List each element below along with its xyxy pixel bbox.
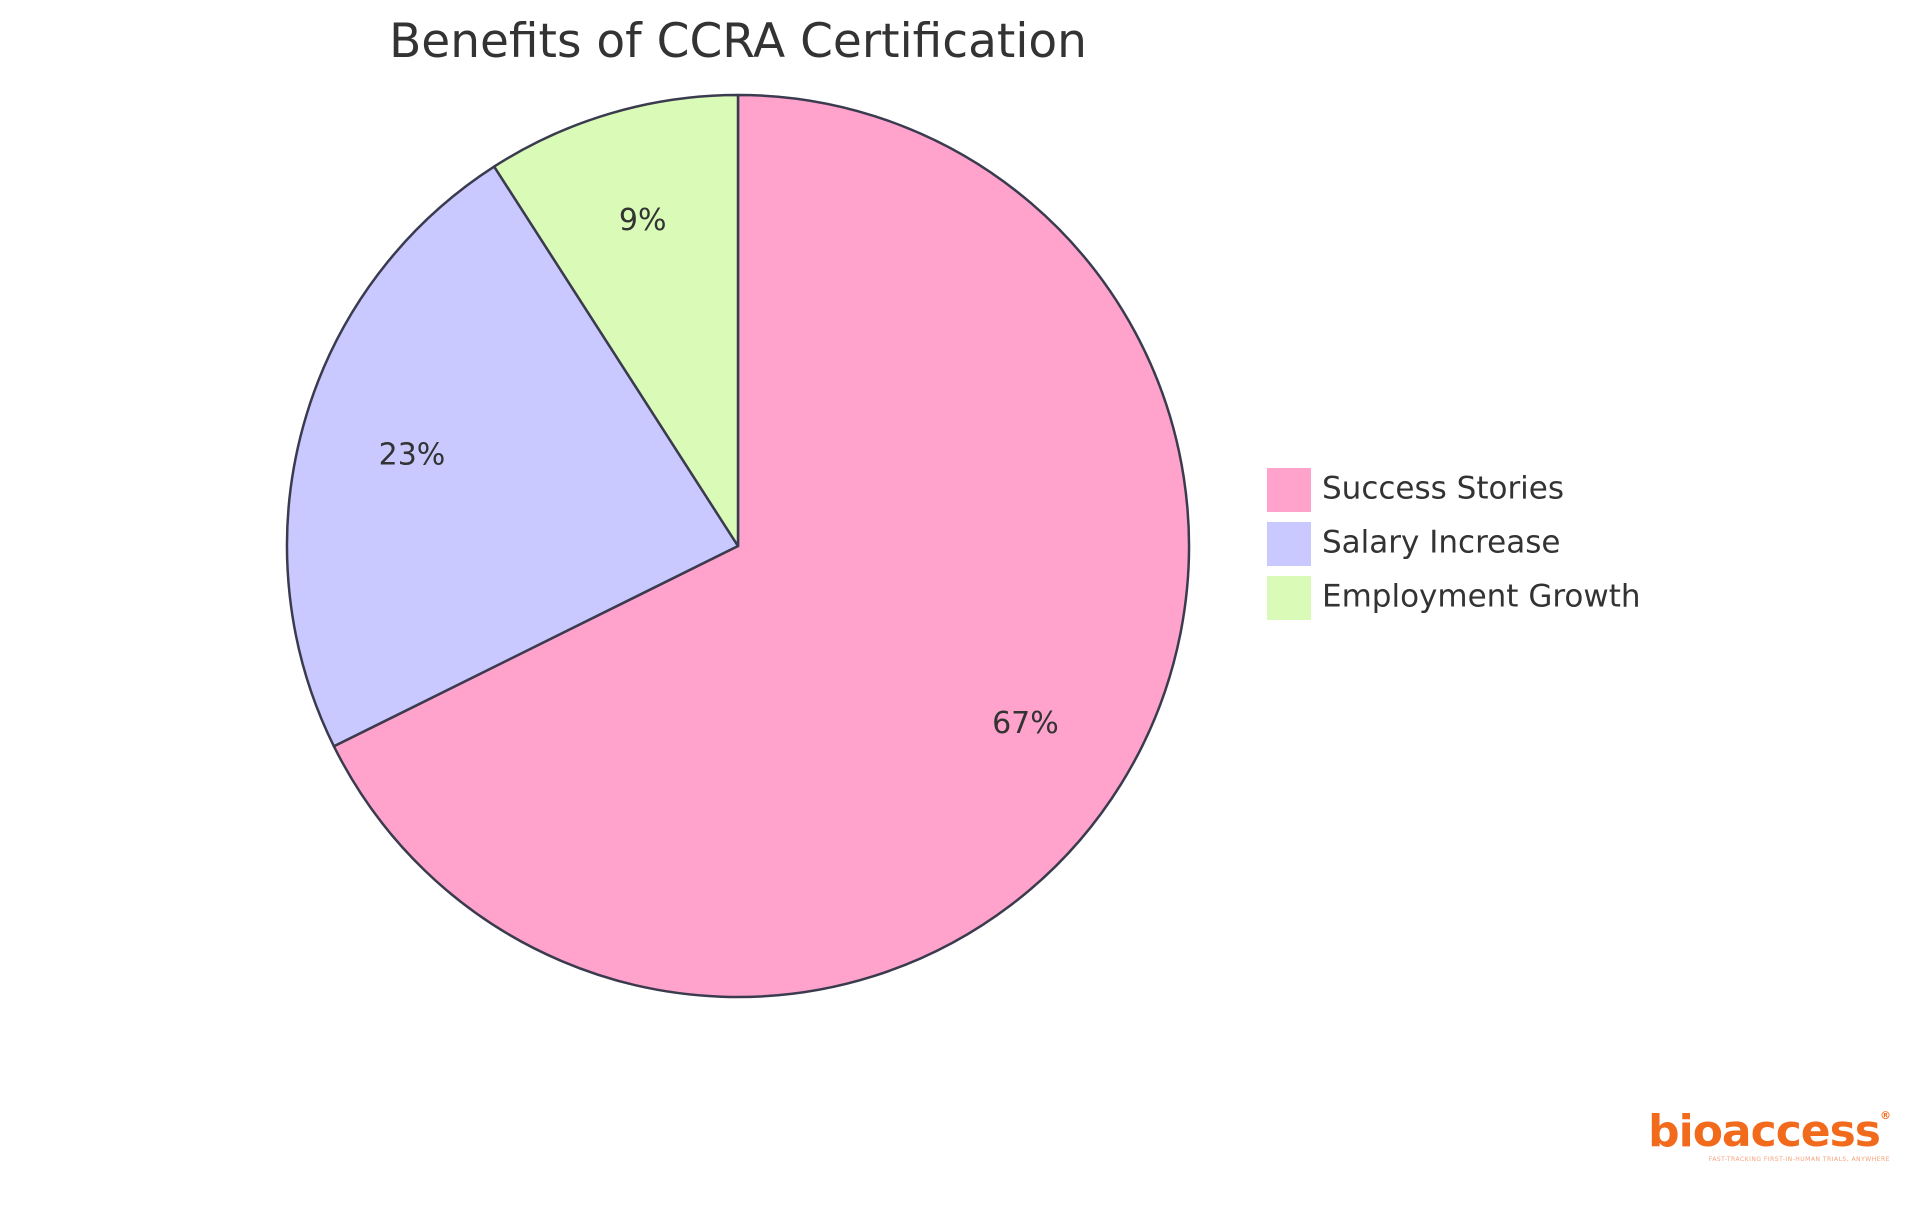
legend-label: Success Stories bbox=[1322, 471, 1564, 507]
legend-item-success-stories: Success Stories bbox=[1267, 468, 1564, 512]
legend-swatch bbox=[1267, 468, 1311, 512]
pie-slice-success-stories bbox=[332, 93, 1191, 999]
slice-label-salary-increase: 23% bbox=[379, 437, 446, 472]
legend: Success Stories Salary Increase Employment… bbox=[1267, 468, 1641, 620]
pie-slice-salary-increase bbox=[285, 165, 740, 748]
logo-registered-mark: ® bbox=[1880, 1109, 1891, 1122]
legend-label: Salary Increase bbox=[1322, 525, 1560, 561]
legend-label: Employment Growth bbox=[1322, 579, 1641, 615]
logo-wordmark: bioaccess bbox=[1648, 1106, 1881, 1157]
pie-slice-labels: 67% 23% 9% bbox=[379, 203, 1059, 741]
pie-slice-employment-growth bbox=[492, 93, 740, 548]
logo-tagline: FAST-TRACKING FIRST-IN-HUMAN TRIALS, ANY… bbox=[1708, 1156, 1890, 1163]
bioaccess-logo: bioaccess® FAST-TRACKING FIRST-IN-HUMAN … bbox=[1648, 1109, 1891, 1164]
legend-swatch bbox=[1267, 576, 1311, 620]
legend-swatch bbox=[1267, 522, 1311, 566]
legend-item-employment-growth: Employment Growth bbox=[1267, 576, 1641, 620]
chart-title: Benefits of CCRA Certification bbox=[389, 14, 1087, 69]
legend-item-salary-increase: Salary Increase bbox=[1267, 522, 1560, 566]
slice-label-success-stories: 67% bbox=[992, 706, 1059, 741]
slice-label-employment-growth: 9% bbox=[619, 203, 667, 238]
pie-slices bbox=[285, 93, 1191, 999]
